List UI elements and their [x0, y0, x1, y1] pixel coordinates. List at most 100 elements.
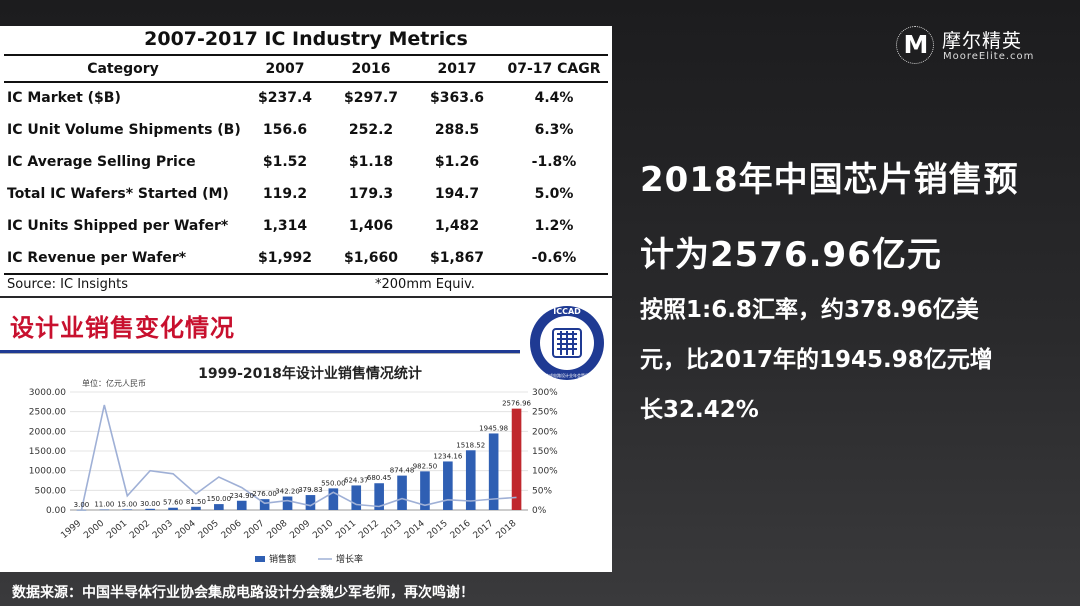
y2-tick-label: 100%	[532, 467, 558, 477]
section-divider	[0, 350, 520, 353]
x-tick-label: 2004	[174, 518, 198, 541]
row-category: IC Unit Volume Shipments (B)	[7, 122, 241, 138]
row-value: 1,406	[348, 218, 394, 234]
bar-value-label: 1234.16	[433, 452, 462, 460]
table-title: 2007-2017 IC Industry Metrics	[144, 28, 468, 50]
bar	[465, 450, 476, 510]
bar-value-label: 982.50	[413, 462, 438, 470]
row-value: 5.0%	[534, 186, 574, 202]
bar	[191, 506, 201, 510]
brand-mark-icon: M	[896, 26, 934, 64]
bar-value-label: 15.00	[117, 500, 137, 508]
logo-subtext: 中国集成电路设计业年会暨展览会	[537, 372, 597, 378]
bar	[168, 507, 178, 510]
table-source: Source: IC Insights	[7, 277, 129, 292]
row-category: IC Units Shipped per Wafer*	[7, 218, 229, 234]
header-category: Category	[87, 61, 159, 77]
bar-value-label: 3.00	[74, 501, 90, 509]
x-tick-label: 2002	[128, 519, 152, 541]
row-value: 1,482	[434, 218, 480, 234]
x-tick-label: 2012	[357, 519, 381, 541]
x-tick-label: 2017	[472, 519, 496, 541]
x-tick-label: 2015	[426, 519, 450, 541]
y2-tick-label: 250%	[532, 408, 558, 418]
chart-panel: 设计业销售变化情况 ICCAD 中国集成电路设计业年会暨展览会 1999-201…	[0, 298, 612, 572]
x-tick-label: 2016	[449, 518, 473, 541]
y2-tick-label: 300%	[532, 388, 558, 398]
row-value: $1.26	[434, 154, 480, 170]
body-line-2: 元，比2017年的1945.98亿元增	[640, 347, 993, 373]
x-tick-label: 2005	[197, 519, 221, 541]
footer-source: 数据来源：中国半导体行业协会集成电路设计分会魏少军老师，再次鸣谢！	[12, 585, 474, 601]
x-tick-label: 2013	[380, 519, 404, 541]
row-value: $1.52	[262, 154, 308, 170]
y2-tick-label: 200%	[532, 427, 558, 437]
row-value: -0.6%	[531, 250, 577, 266]
metrics-table: Category 2007 2016 2017 07-17 CAGR IC Ma…	[4, 56, 608, 274]
bar	[259, 499, 270, 510]
x-tick-label: 2001	[105, 519, 129, 541]
bar-value-label: 874.48	[390, 467, 415, 475]
x-tick-label: 2018	[495, 518, 519, 541]
headline-line-1: 2018年中国芯片销售预	[640, 160, 1019, 200]
x-tick-label: 1999	[59, 518, 83, 541]
chart-legend: 销售额 增长率	[255, 553, 363, 565]
iccad-logo: ICCAD 中国集成电路设计业年会暨展览会	[530, 306, 604, 380]
bar-value-label: 81.50	[186, 498, 206, 506]
y-tick-label: 1000.00	[29, 467, 66, 477]
metrics-table-panel: 2007-2017 IC Industry Metrics Category 2…	[0, 26, 612, 296]
y-tick-label: 2000.00	[29, 427, 66, 437]
table-row: Total IC Wafers* Started (M) 119.2 179.3…	[4, 178, 608, 210]
header-cagr: 07-17 CAGR	[507, 61, 601, 77]
chart-title: 1999-2018年设计业销售情况统计	[198, 365, 422, 382]
bar-value-label: 342.20	[275, 488, 300, 496]
y2-tick-label: 50%	[532, 486, 552, 496]
y2-tick-label: 150%	[532, 447, 558, 457]
row-value: $1,867	[429, 250, 485, 266]
table-row: IC Market ($B) $237.4 $297.7 $363.6 4.4%	[4, 82, 608, 114]
row-value: 119.2	[262, 186, 308, 202]
bar	[420, 471, 430, 510]
legend-swatch-sales	[255, 556, 265, 562]
bar-value-label: 1518.52	[456, 441, 485, 449]
logo-text: ICCAD	[553, 307, 581, 316]
bar	[305, 495, 316, 510]
x-tick-label: 2009	[288, 518, 312, 541]
bar	[214, 504, 224, 510]
row-value: 156.6	[262, 122, 308, 138]
y-tick-label: 3000.00	[29, 388, 66, 398]
y-tick-label: 500.00	[35, 486, 67, 496]
x-tick-label: 2014	[403, 518, 427, 541]
headline-line-2: 计为2576.96亿元	[640, 235, 942, 275]
bar	[236, 500, 247, 510]
row-category: Total IC Wafers* Started (M)	[7, 186, 229, 202]
header-2016: 2016	[351, 61, 391, 77]
bar	[351, 485, 362, 510]
bar-value-label: 379.83	[298, 486, 323, 494]
bar	[511, 408, 522, 510]
legend-label-growth: 增长率	[336, 553, 363, 565]
row-value: -1.8%	[531, 154, 577, 170]
table-top-rule	[4, 54, 608, 56]
section-title: 设计业销售变化情况	[10, 314, 235, 342]
x-tick-label: 2008	[266, 518, 290, 541]
chart-unit-label: 单位：亿元人民币	[82, 378, 146, 388]
row-value: $237.4	[257, 90, 313, 106]
row-value: 288.5	[434, 122, 480, 138]
bar-value-label: 680.45	[367, 474, 392, 482]
bar	[122, 509, 133, 510]
row-value: $1.18	[348, 154, 394, 170]
bar-value-label: 150.00	[207, 495, 232, 503]
x-tick-label: 2006	[220, 518, 244, 541]
table-row: IC Average Selling Price $1.52 $1.18 $1.…	[4, 146, 608, 178]
bar	[76, 509, 87, 511]
row-value: 6.3%	[534, 122, 574, 138]
row-value: $297.7	[343, 90, 399, 106]
brand-name-en: MooreElite.com	[943, 51, 1035, 62]
bar	[99, 509, 110, 511]
row-category: IC Market ($B)	[7, 90, 121, 106]
table-header-rule	[4, 81, 608, 83]
brand-name-cn: 摩尔精英	[942, 30, 1023, 52]
x-tick-label: 2010	[311, 518, 335, 541]
row-value: 194.7	[434, 186, 480, 202]
